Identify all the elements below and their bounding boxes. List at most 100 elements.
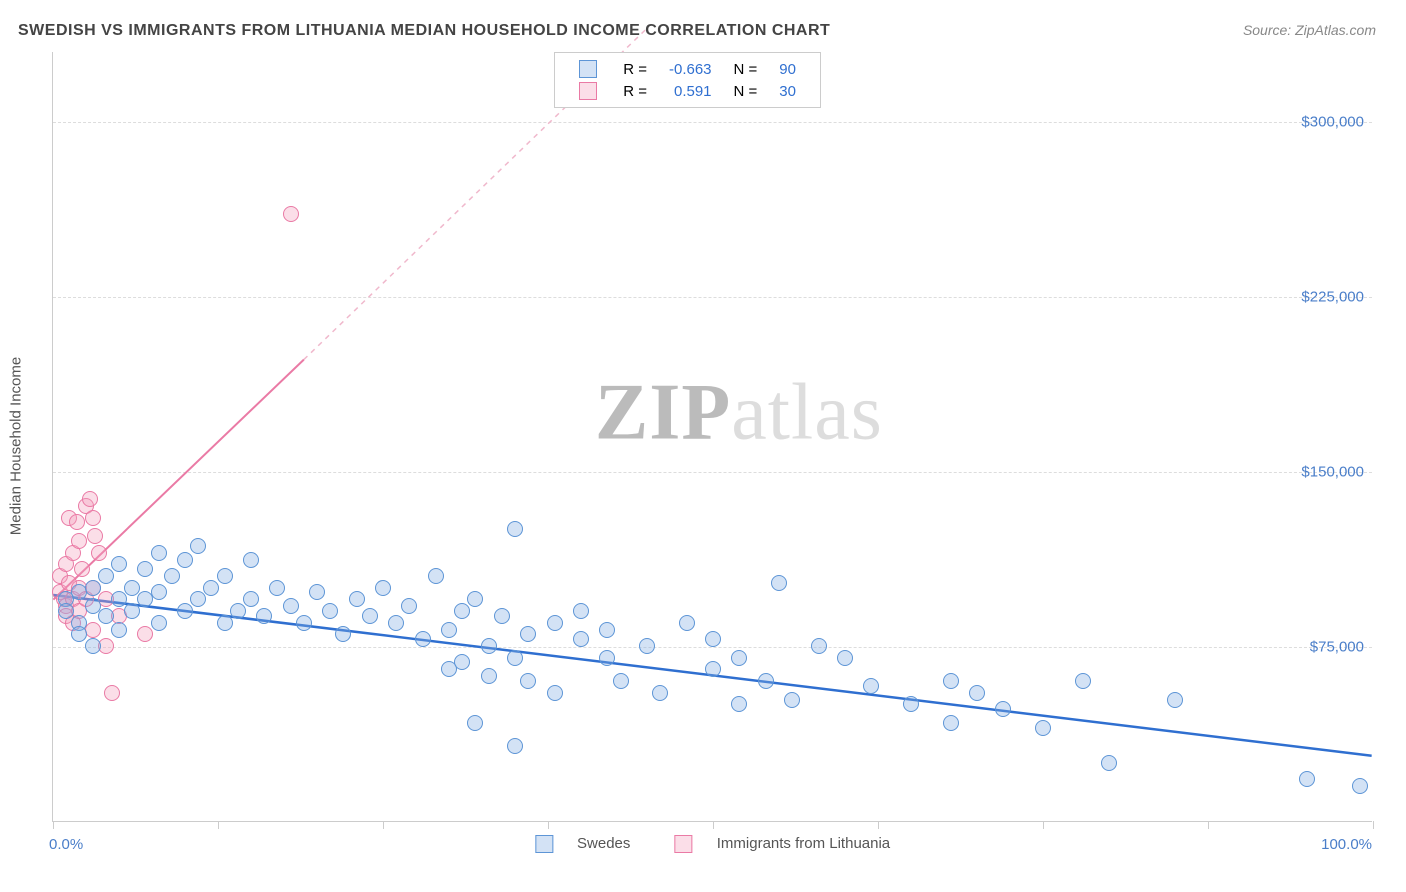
swedes-point	[731, 650, 747, 666]
swedes-point	[85, 580, 101, 596]
y-axis-label: Median Household Income	[8, 357, 25, 535]
swedes-point	[349, 591, 365, 607]
swedes-point	[296, 615, 312, 631]
swedes-point	[217, 568, 233, 584]
swedes-point	[731, 696, 747, 712]
swedes-point	[177, 603, 193, 619]
swedes-point	[573, 603, 589, 619]
swedes-point	[454, 603, 470, 619]
swedes-point	[1101, 755, 1117, 771]
swedes-point	[1299, 771, 1315, 787]
swedes-point	[58, 603, 74, 619]
x-tick	[878, 821, 879, 829]
lithuania-point	[91, 545, 107, 561]
swedes-swatch-icon	[535, 835, 553, 853]
swedes-point	[679, 615, 695, 631]
swedes-point	[124, 603, 140, 619]
swedes-point	[599, 650, 615, 666]
swedes-point	[203, 580, 219, 596]
swedes-point	[1075, 673, 1091, 689]
swedes-point	[111, 556, 127, 572]
swedes-point	[573, 631, 589, 647]
swedes-point	[388, 615, 404, 631]
swedes-point	[151, 615, 167, 631]
swedes-label: Swedes	[577, 835, 630, 852]
lithuania-point	[74, 561, 90, 577]
swedes-point	[98, 608, 114, 624]
swedes-point	[467, 715, 483, 731]
r-label: R =	[613, 59, 657, 79]
n-label: N =	[724, 59, 768, 79]
swedes-point	[811, 638, 827, 654]
x-tick	[53, 821, 54, 829]
swedes-point	[428, 568, 444, 584]
lithuania-point	[87, 528, 103, 544]
swedes-point	[507, 650, 523, 666]
swedes-point	[243, 591, 259, 607]
x-tick	[1373, 821, 1374, 829]
lithuania-point	[71, 533, 87, 549]
swedes-n-value: 90	[769, 59, 806, 79]
swedes-point	[335, 626, 351, 642]
swedes-point	[269, 580, 285, 596]
swedes-point	[322, 603, 338, 619]
correlation-legend: R = -0.663 N = 90 R = 0.591 N = 30	[554, 52, 821, 108]
swedes-point	[1352, 778, 1368, 794]
swedes-point	[507, 521, 523, 537]
swedes-point	[190, 591, 206, 607]
swedes-point	[415, 631, 431, 647]
swedes-swatch-icon	[579, 60, 597, 78]
swedes-point	[217, 615, 233, 631]
swedes-point	[151, 545, 167, 561]
swedes-point	[283, 598, 299, 614]
swedes-point	[995, 701, 1011, 717]
swedes-point	[111, 622, 127, 638]
swedes-point	[309, 584, 325, 600]
swedes-point	[837, 650, 853, 666]
swedes-point	[771, 575, 787, 591]
swedes-point	[230, 603, 246, 619]
swedes-point	[375, 580, 391, 596]
swedes-point	[507, 738, 523, 754]
x-axis-min-label: 0.0%	[49, 836, 83, 853]
swedes-point	[85, 638, 101, 654]
swedes-point	[652, 685, 668, 701]
swedes-point	[613, 673, 629, 689]
swedes-point	[943, 673, 959, 689]
swedes-point	[137, 561, 153, 577]
x-axis-max-label: 100.0%	[1321, 836, 1372, 853]
swedes-point	[481, 668, 497, 684]
swedes-point	[190, 538, 206, 554]
x-tick	[548, 821, 549, 829]
swedes-point	[467, 591, 483, 607]
bottom-legend: Swedes Immigrants from Lithuania	[515, 835, 910, 853]
lithuania-swatch-icon	[579, 82, 597, 100]
swedes-point	[520, 626, 536, 642]
lithuania-point	[85, 510, 101, 526]
swedes-point	[903, 696, 919, 712]
swedes-point	[401, 598, 417, 614]
swedes-point	[481, 638, 497, 654]
x-tick	[1043, 821, 1044, 829]
swedes-r-value: -0.663	[659, 59, 722, 79]
swedes-point	[784, 692, 800, 708]
swedes-point	[705, 661, 721, 677]
swedes-point	[1035, 720, 1051, 736]
x-tick	[713, 821, 714, 829]
lithuania-label: Immigrants from Lithuania	[717, 835, 890, 852]
swedes-point	[705, 631, 721, 647]
lithuania-n-value: 30	[769, 81, 806, 101]
source-label: Source: ZipAtlas.com	[1243, 22, 1376, 38]
x-tick	[1208, 821, 1209, 829]
chart-title: SWEDISH VS IMMIGRANTS FROM LITHUANIA MED…	[18, 22, 830, 40]
chart-container: SWEDISH VS IMMIGRANTS FROM LITHUANIA MED…	[0, 0, 1406, 892]
x-tick	[218, 821, 219, 829]
swedes-point	[111, 591, 127, 607]
swedes-point	[362, 608, 378, 624]
swedes-point	[520, 673, 536, 689]
swedes-point	[454, 654, 470, 670]
swedes-point	[243, 552, 259, 568]
lithuania-r-value: 0.591	[659, 81, 722, 101]
swedes-point	[98, 568, 114, 584]
lithuania-point	[137, 626, 153, 642]
